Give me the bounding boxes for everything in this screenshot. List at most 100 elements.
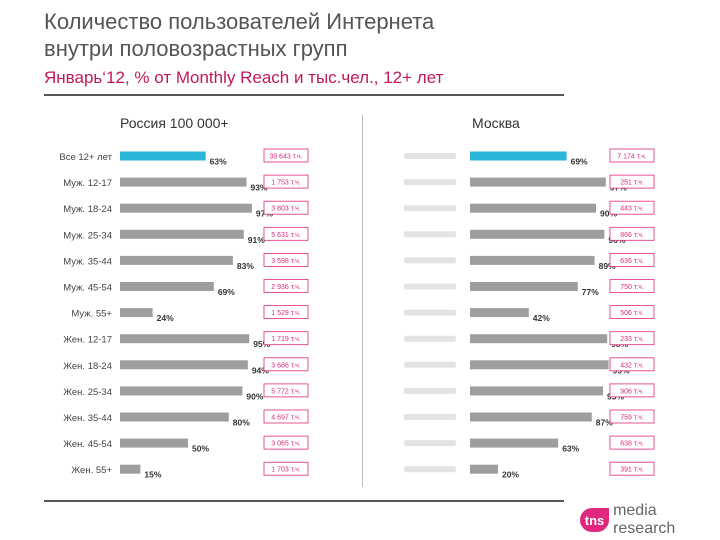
count-label: 1 719 т.ч. bbox=[271, 336, 300, 343]
bar bbox=[120, 255, 233, 265]
category-label: Муж. 18-24 bbox=[63, 204, 112, 215]
value-label: 93% bbox=[250, 183, 267, 193]
blurred-category-label bbox=[404, 414, 456, 420]
value-label: 63% bbox=[562, 444, 579, 454]
count-label: 866 т.ч. bbox=[620, 232, 644, 239]
blurred-category-label bbox=[404, 179, 456, 186]
count-box bbox=[263, 200, 309, 215]
count-label: 638 т.ч. bbox=[620, 441, 644, 448]
bar bbox=[120, 177, 247, 187]
category-label: Жен. 18-24 bbox=[63, 361, 112, 372]
count-label: 391 т.ч. bbox=[620, 467, 644, 474]
category-label: Муж. 45-54 bbox=[63, 283, 112, 294]
count-label: 5 772 т.ч. bbox=[271, 388, 300, 395]
value-label: 83% bbox=[237, 261, 254, 271]
bar bbox=[120, 151, 206, 161]
value-label: 50% bbox=[192, 444, 209, 454]
count-box bbox=[609, 435, 655, 450]
bar bbox=[120, 334, 250, 344]
count-box bbox=[263, 461, 309, 476]
count-box bbox=[609, 148, 655, 163]
value-label: 90% bbox=[246, 391, 263, 401]
count-label: 251 т.ч. bbox=[620, 180, 644, 187]
blurred-category-label bbox=[404, 361, 456, 368]
count-label: 1 703 т.ч. bbox=[271, 467, 300, 474]
count-label: 7 174 т.ч. bbox=[617, 154, 646, 161]
bar bbox=[120, 360, 248, 370]
count-box bbox=[263, 357, 309, 372]
count-box bbox=[263, 279, 309, 293]
value-label: 42% bbox=[533, 313, 550, 323]
value-label: 63% bbox=[210, 157, 227, 167]
count-label: 906 т.ч. bbox=[620, 388, 644, 395]
count-label: 4 697 т.ч. bbox=[271, 415, 300, 422]
count-label: 759 т.ч. bbox=[620, 415, 644, 422]
blurred-category-label bbox=[404, 153, 456, 159]
top-rule bbox=[44, 94, 564, 96]
category-label: Муж. 25-34 bbox=[63, 230, 112, 241]
bar bbox=[120, 282, 214, 291]
bar bbox=[470, 177, 606, 187]
category-label: Жен. 55+ bbox=[71, 465, 112, 476]
value-label: 89% bbox=[599, 261, 616, 271]
blurred-category-label bbox=[404, 387, 456, 394]
count-box bbox=[263, 148, 309, 163]
title-line-2: внутри половозрастных групп bbox=[44, 36, 348, 61]
count-box bbox=[263, 252, 309, 267]
count-label: 750 т.ч. bbox=[620, 284, 644, 291]
count-box bbox=[263, 174, 309, 189]
tns-logo-mark: tns bbox=[580, 508, 610, 532]
count-label: 506 т.ч. bbox=[620, 310, 644, 317]
count-label: 443 т.ч. bbox=[620, 206, 644, 213]
value-label: 20% bbox=[502, 470, 519, 480]
count-box bbox=[609, 226, 655, 241]
bar bbox=[470, 386, 603, 396]
bottom-rule bbox=[44, 500, 564, 502]
value-label: 90% bbox=[600, 209, 617, 219]
bar bbox=[470, 308, 529, 318]
count-label: 432 т.ч. bbox=[620, 362, 644, 369]
bar bbox=[470, 282, 578, 291]
tns-logo-text: media research bbox=[613, 502, 676, 537]
bar bbox=[470, 438, 559, 448]
count-box bbox=[263, 226, 309, 241]
bar bbox=[470, 203, 596, 213]
blurred-category-label bbox=[404, 466, 456, 473]
blurred-category-label bbox=[404, 283, 456, 290]
count-box bbox=[609, 252, 655, 267]
bar bbox=[470, 255, 595, 265]
count-box bbox=[609, 383, 655, 398]
value-label: 69% bbox=[218, 287, 235, 297]
blurred-category-label bbox=[404, 231, 456, 238]
panel-title-russia: Россия 100 000+ bbox=[120, 115, 229, 131]
category-label: Муж. 35-44 bbox=[63, 256, 112, 267]
value-label: 15% bbox=[144, 470, 161, 480]
count-box bbox=[609, 200, 655, 215]
value-label: 69% bbox=[571, 157, 588, 167]
blurred-category-label bbox=[404, 440, 456, 447]
count-box bbox=[609, 331, 655, 346]
bar bbox=[120, 308, 153, 318]
blurred-category-label bbox=[404, 257, 456, 264]
count-label: 3 686 т.ч. bbox=[271, 362, 300, 369]
category-label: Муж. 55+ bbox=[71, 309, 112, 320]
count-box bbox=[609, 305, 655, 320]
value-label: 87% bbox=[596, 418, 613, 428]
category-label: Все 12+ лет bbox=[59, 152, 112, 163]
category-label: Жен. 25-34 bbox=[63, 387, 112, 398]
bar bbox=[120, 203, 252, 213]
value-label: 95% bbox=[253, 339, 270, 349]
panel-title-moscow: Москва bbox=[472, 115, 520, 131]
bar bbox=[120, 229, 244, 239]
category-label: Муж. 12-17 bbox=[63, 178, 112, 189]
value-label: 80% bbox=[233, 418, 250, 428]
count-label: 636 т.ч. bbox=[620, 258, 644, 265]
count-label: 233 т.ч. bbox=[620, 336, 644, 343]
count-label: 3 065 т.ч. bbox=[271, 441, 300, 448]
count-box bbox=[263, 383, 309, 398]
count-box bbox=[609, 357, 655, 372]
count-box bbox=[263, 409, 309, 424]
value-label: 24% bbox=[157, 313, 174, 323]
bar bbox=[120, 464, 141, 474]
bar bbox=[470, 360, 609, 370]
